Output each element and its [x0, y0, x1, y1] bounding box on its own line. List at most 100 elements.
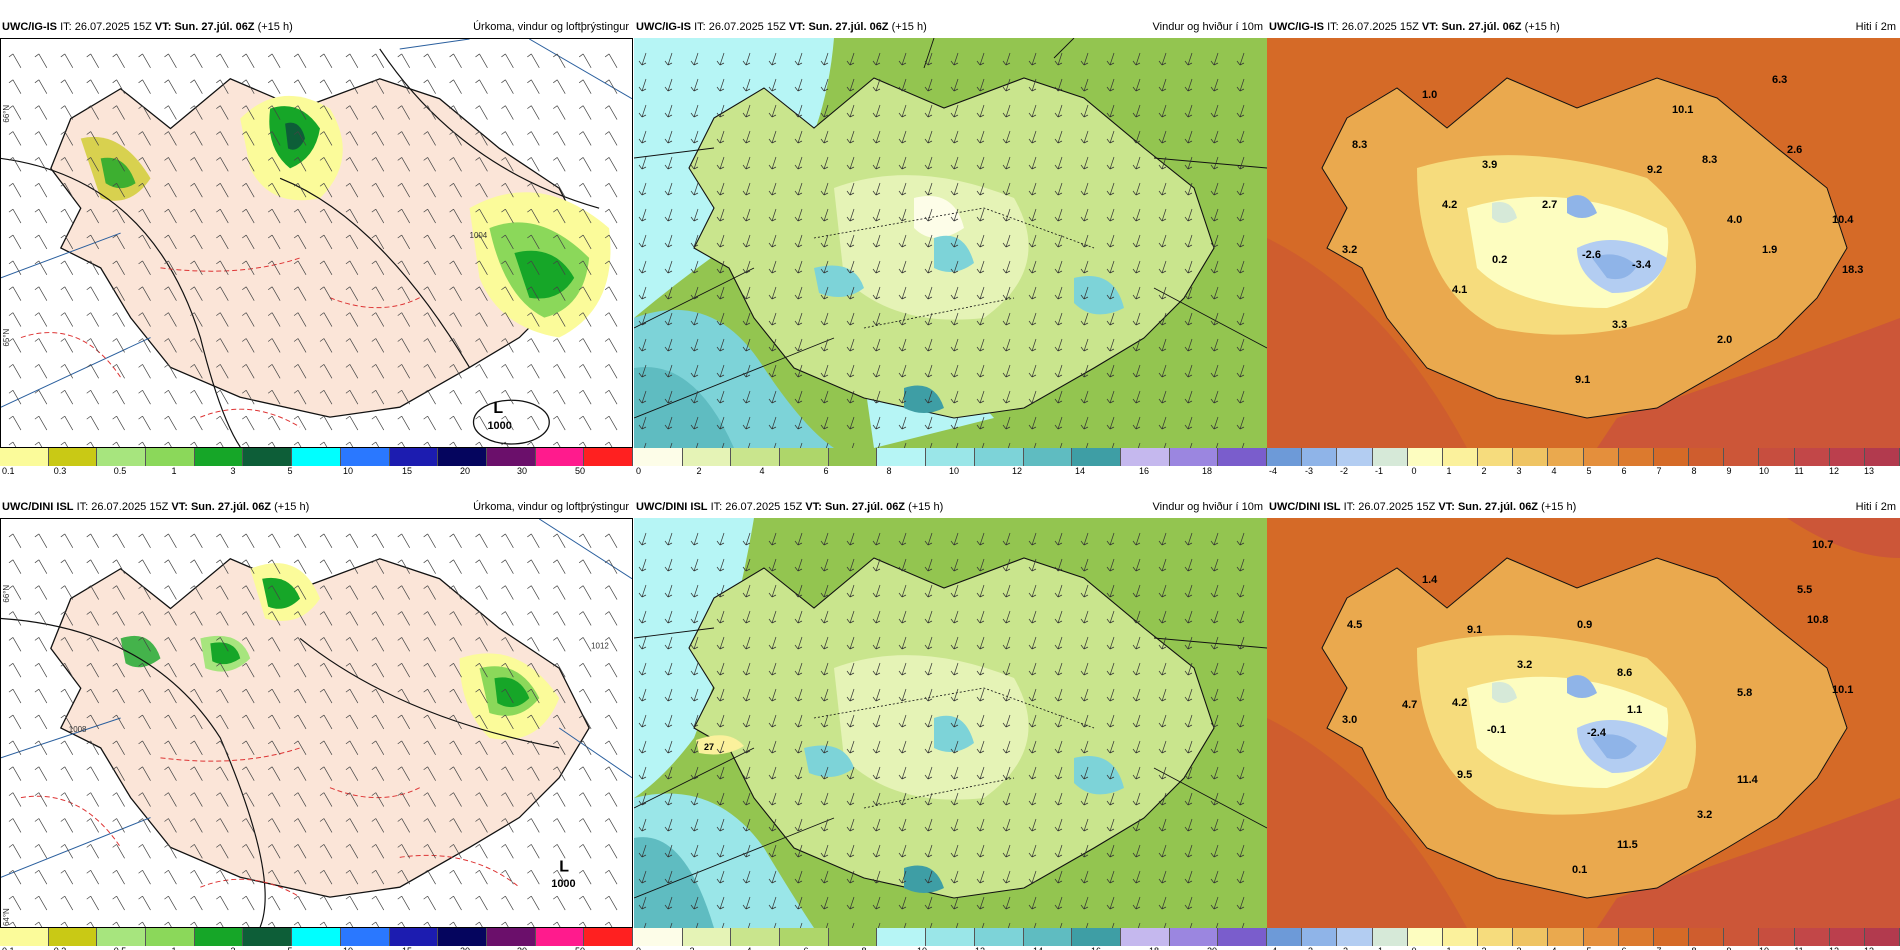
wind-barb — [34, 921, 43, 927]
wind-barb — [449, 895, 462, 911]
wind-barb — [578, 415, 592, 431]
wind-arrow — [1184, 208, 1193, 222]
wind-barb — [293, 792, 307, 807]
wind-arrow — [638, 364, 647, 378]
tick-label: 10 — [1758, 466, 1770, 476]
wind-barb — [216, 105, 229, 120]
wind-barb — [578, 260, 592, 276]
wind-arrow — [1184, 260, 1193, 274]
wind-barb — [86, 79, 99, 94]
wind-barb — [501, 869, 514, 885]
wind-barb — [397, 844, 411, 859]
wind-arrow — [768, 156, 777, 170]
wind-barb — [578, 105, 592, 120]
wind-arrow — [1132, 662, 1141, 676]
tick-label: 0 — [1411, 466, 1417, 476]
wind-barb — [578, 637, 592, 652]
wind-barb — [242, 338, 255, 353]
wind-barb — [267, 157, 281, 172]
wind-arrow — [1132, 182, 1141, 196]
wind-arrow — [1106, 312, 1115, 326]
wind-arrow — [1132, 584, 1141, 598]
tick-label: 8 — [861, 946, 866, 950]
wind-barb — [267, 79, 281, 94]
wind-barb — [138, 895, 151, 911]
wind-barb — [475, 79, 488, 94]
colorbar-swatch — [48, 448, 98, 466]
wind-arrow — [1054, 844, 1063, 858]
wind-arrow — [950, 364, 959, 378]
wind-barb — [371, 183, 385, 198]
wind-arrow — [1184, 312, 1193, 326]
wind-arrow — [1132, 714, 1141, 728]
wind-barb — [112, 53, 125, 69]
wind-barb — [553, 766, 566, 781]
wind-arrow — [846, 558, 855, 572]
wind-barb — [527, 312, 540, 327]
wind-arrow — [1080, 714, 1089, 728]
wind-barb — [216, 559, 229, 574]
wind-barb — [371, 869, 385, 885]
wind-arrow — [1184, 390, 1193, 404]
wind-barb — [60, 234, 74, 250]
variable-title: Hiti í 2m — [1855, 501, 1896, 513]
wind-barb — [501, 364, 514, 379]
wind-barb — [501, 415, 514, 431]
wind-arrow — [976, 286, 985, 300]
wind-arrow — [846, 896, 855, 910]
wind-barb — [190, 688, 203, 704]
wind-arrow — [1002, 156, 1011, 170]
wind-barb — [578, 208, 592, 224]
wind-barb — [190, 637, 203, 652]
colorbar-swatch — [438, 928, 487, 946]
temperature-colorbar — [1267, 448, 1900, 466]
wind-arrow — [924, 870, 933, 884]
wind-barb — [604, 559, 618, 574]
wind-arrow — [1059, 442, 1063, 448]
wind-barb — [449, 260, 462, 276]
wind-barb — [604, 663, 618, 678]
wind-arrow — [1210, 104, 1219, 118]
wind-arrow — [898, 364, 907, 378]
wind-arrow — [1080, 234, 1089, 248]
wind-arrow — [976, 260, 985, 274]
wind-barb — [475, 637, 488, 652]
wind-arrow — [716, 896, 725, 910]
wind-barb — [216, 844, 229, 859]
wind-barb — [604, 53, 618, 69]
wind-barb — [190, 441, 198, 447]
wind-barb — [242, 260, 255, 276]
wind-arrow — [1132, 844, 1141, 858]
wind-arrow — [690, 818, 699, 832]
wind-arrow — [1184, 156, 1193, 170]
wind-arrow — [1163, 442, 1167, 448]
wind-barb — [449, 766, 462, 781]
wind-barb — [138, 818, 151, 833]
wind-arrow — [820, 338, 829, 352]
wind-barb — [216, 441, 224, 447]
tick-label: 2 — [1481, 466, 1487, 476]
lead-time: (+15 h) — [1524, 21, 1560, 33]
colorbar-swatch — [584, 448, 633, 466]
wind-barb — [293, 286, 307, 301]
wind-barb — [267, 895, 281, 911]
wind-arrow — [846, 584, 855, 598]
wind-arrow — [742, 390, 751, 404]
temperature-value: 1.1 — [1627, 704, 1642, 716]
wind-arrow — [950, 558, 959, 572]
wind-arrow — [976, 234, 985, 248]
wind-arrow — [1132, 286, 1141, 300]
wind-barb — [578, 766, 592, 781]
wind-arrow — [1215, 922, 1219, 928]
wind-barb — [578, 611, 592, 626]
wind-barb — [319, 895, 333, 911]
wind-arrow — [976, 78, 985, 92]
wind-barb — [138, 559, 151, 574]
wind-barb — [527, 637, 540, 652]
wind-barb — [216, 611, 229, 626]
temperature-value: 3.9 — [1482, 159, 1497, 171]
tick-label: 16 — [1091, 946, 1101, 950]
wind-barb — [112, 792, 125, 807]
wind-barb — [604, 441, 613, 447]
wind-barb — [604, 183, 618, 198]
